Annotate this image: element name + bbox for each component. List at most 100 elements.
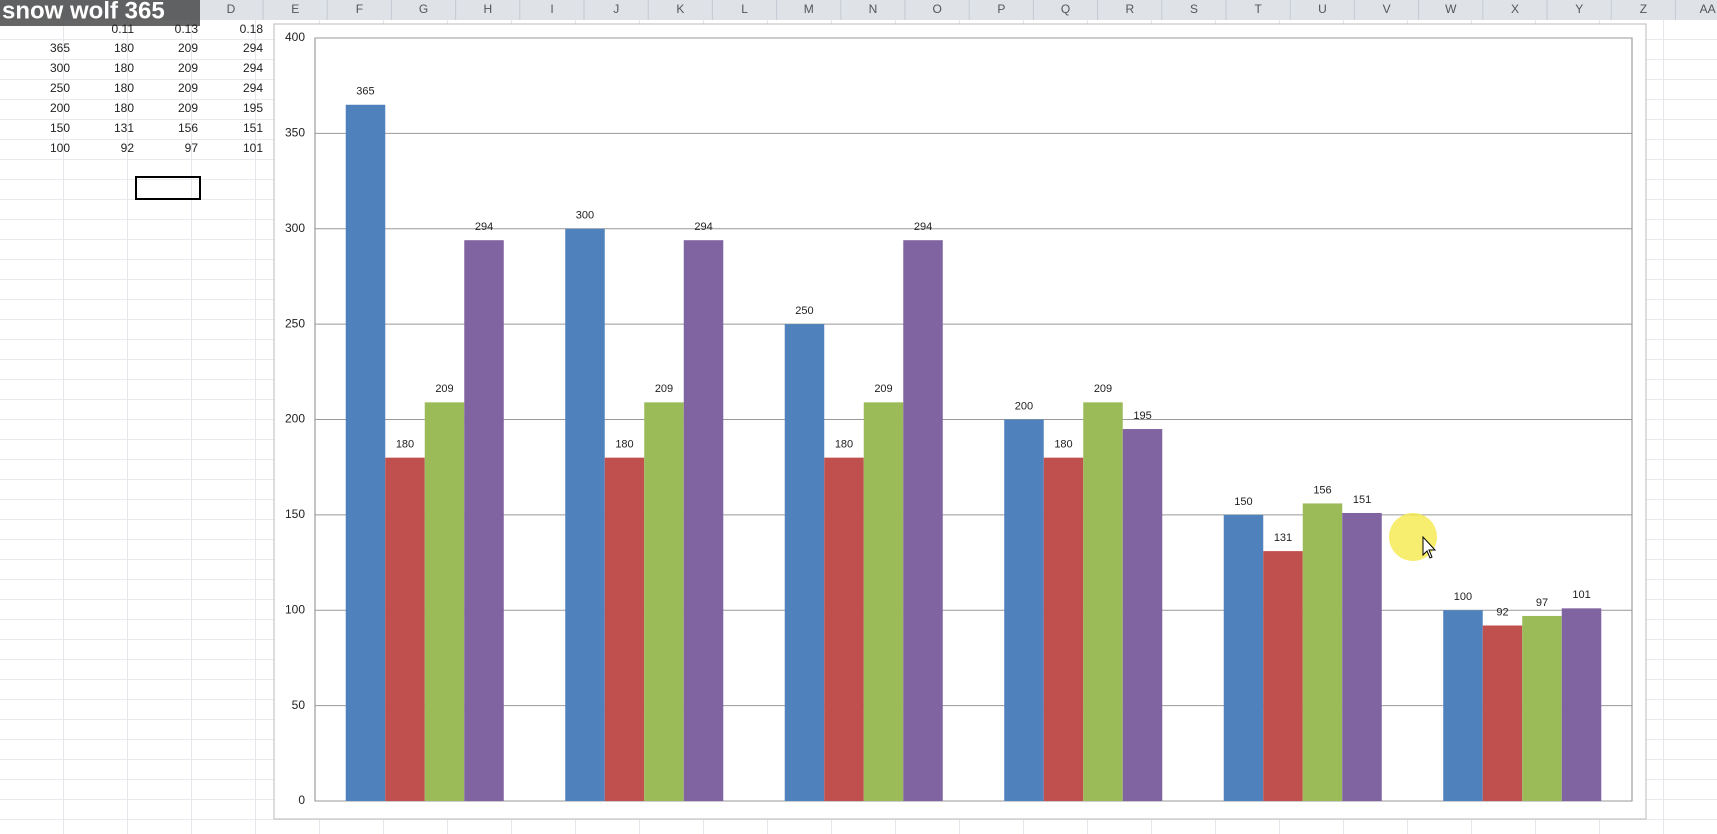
- bar[interactable]: [565, 228, 605, 801]
- bar[interactable]: [824, 457, 864, 801]
- selected-cell[interactable]: [135, 176, 201, 200]
- data-label: 300: [576, 210, 594, 222]
- y-tick-label: 50: [292, 698, 306, 712]
- cell[interactable]: 294: [243, 61, 263, 75]
- data-label: 209: [435, 383, 453, 395]
- column-header[interactable]: Y: [1575, 2, 1583, 16]
- column-header[interactable]: L: [741, 2, 748, 16]
- column-header[interactable]: R: [1125, 2, 1134, 16]
- cell[interactable]: 180: [114, 81, 134, 95]
- cell[interactable]: 101: [243, 141, 263, 155]
- data-label: 150: [1234, 496, 1252, 508]
- overlay-title: snow wolf 365: [2, 0, 165, 24]
- data-label: 180: [615, 439, 633, 451]
- cell[interactable]: 365: [50, 41, 70, 55]
- cell[interactable]: 97: [185, 141, 199, 155]
- bar[interactable]: [1482, 625, 1523, 801]
- column-header[interactable]: H: [483, 2, 492, 16]
- cell[interactable]: 250: [50, 81, 70, 95]
- cell[interactable]: 209: [178, 41, 198, 55]
- y-tick-label: 350: [285, 126, 305, 140]
- y-tick-label: 100: [285, 602, 305, 616]
- column-header[interactable]: S: [1190, 2, 1198, 16]
- bar[interactable]: [464, 240, 504, 801]
- column-header[interactable]: E: [291, 2, 299, 16]
- bar[interactable]: [644, 402, 684, 801]
- bar[interactable]: [1342, 512, 1382, 801]
- column-header[interactable]: K: [676, 2, 684, 16]
- column-header[interactable]: N: [869, 2, 878, 16]
- title-backdrop: [0, 0, 200, 26]
- cell[interactable]: 294: [243, 41, 263, 55]
- data-label: 209: [1094, 383, 1112, 395]
- cell[interactable]: 180: [114, 61, 134, 75]
- cell[interactable]: 151: [243, 121, 263, 135]
- bar[interactable]: [1522, 615, 1562, 801]
- column-header[interactable]: F: [356, 2, 363, 16]
- data-label: 180: [835, 439, 853, 451]
- bar[interactable]: [1302, 503, 1343, 801]
- cell[interactable]: 0.11: [112, 22, 135, 36]
- bar[interactable]: [385, 457, 425, 801]
- data-label: 294: [475, 221, 493, 233]
- bar[interactable]: [345, 104, 386, 801]
- bar[interactable]: [903, 240, 943, 801]
- column-header[interactable]: O: [933, 2, 942, 16]
- data-label: 156: [1313, 484, 1331, 496]
- cell[interactable]: 131: [114, 121, 134, 135]
- y-tick-label: 250: [285, 316, 305, 330]
- column-header[interactable]: D: [227, 2, 236, 16]
- column-header[interactable]: W: [1445, 2, 1457, 16]
- bar[interactable]: [1223, 514, 1264, 801]
- bar[interactable]: [1263, 551, 1303, 801]
- y-tick-label: 150: [285, 507, 305, 521]
- column-header[interactable]: J: [613, 2, 619, 16]
- column-header[interactable]: AA: [1700, 2, 1716, 16]
- bar[interactable]: [683, 240, 724, 801]
- column-header[interactable]: I: [550, 2, 553, 16]
- cell[interactable]: 209: [178, 61, 198, 75]
- cell[interactable]: 150: [50, 121, 70, 135]
- cell[interactable]: 209: [178, 81, 198, 95]
- cell[interactable]: 0.13: [175, 22, 199, 36]
- bar[interactable]: [424, 402, 465, 801]
- column-header[interactable]: G: [419, 2, 428, 16]
- cell[interactable]: 0.18: [240, 22, 264, 36]
- bar[interactable]: [1561, 608, 1602, 801]
- bar[interactable]: [1443, 610, 1483, 801]
- data-label: 294: [914, 221, 932, 233]
- cell[interactable]: 92: [121, 141, 135, 155]
- data-label: 250: [795, 305, 813, 317]
- bar[interactable]: [1043, 457, 1084, 801]
- data-label: 195: [1133, 410, 1151, 422]
- y-tick-label: 400: [285, 30, 305, 44]
- cell[interactable]: 156: [178, 121, 198, 135]
- column-header[interactable]: Q: [1061, 2, 1070, 16]
- bar[interactable]: [604, 457, 645, 801]
- cell[interactable]: 180: [114, 41, 134, 55]
- column-header[interactable]: P: [997, 2, 1005, 16]
- y-tick-label: 0: [298, 793, 305, 807]
- column-header[interactable]: M: [804, 2, 814, 16]
- data-label: 131: [1274, 532, 1292, 544]
- cell[interactable]: 180: [114, 101, 134, 115]
- column-header[interactable]: T: [1255, 2, 1263, 16]
- column-header[interactable]: U: [1318, 2, 1327, 16]
- cell[interactable]: 100: [50, 141, 70, 155]
- cell[interactable]: 294: [243, 81, 263, 95]
- cell[interactable]: 200: [50, 101, 70, 115]
- cell[interactable]: 300: [50, 61, 70, 75]
- mouse-cursor: [1422, 535, 1437, 559]
- bar[interactable]: [1122, 429, 1163, 801]
- column-header[interactable]: Z: [1640, 2, 1647, 16]
- bar[interactable]: [784, 324, 825, 801]
- bar[interactable]: [1004, 419, 1044, 802]
- cell[interactable]: 195: [243, 101, 263, 115]
- column-header[interactable]: X: [1511, 2, 1519, 16]
- column-header-bar: [0, 0, 1717, 20]
- bar[interactable]: [1083, 402, 1123, 801]
- column-header[interactable]: V: [1383, 2, 1391, 16]
- cell[interactable]: 209: [178, 101, 198, 115]
- bar[interactable]: [863, 402, 904, 801]
